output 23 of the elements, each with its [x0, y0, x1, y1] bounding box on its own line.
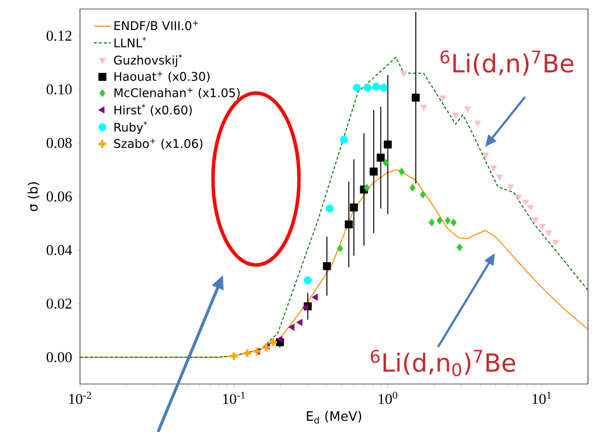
y-tick-label: 0.12: [46, 30, 72, 41]
y-tick-label: 0.00: [46, 352, 72, 362]
annotation: $^{6}$Li(d,n$_{0}$)$^{7}$Be: [370, 350, 516, 376]
x-axis-title: E$_{d}$ (MeV): [306, 410, 362, 424]
legend-label: LLNL$^{*}$: [114, 36, 146, 48]
y-tick-label: 0.04: [46, 244, 72, 256]
legend-label: McClenahan$^{+}$ (x1.05): [114, 88, 240, 99]
legend-label: Guzhovskij$^{*}$: [114, 54, 182, 67]
x-tick-label: 10$^{-1}$: [223, 392, 245, 404]
x-tick-label: 10$^{0}$: [378, 392, 398, 404]
y-tick-label: 0.10: [46, 84, 72, 94]
legend-label: Ruby$^{*}$: [114, 121, 148, 134]
y-tick-label: 0.08: [46, 138, 72, 148]
x-tick-label: 10$^{-2}$: [69, 392, 91, 404]
y-axis-title: σ (b): [28, 182, 40, 212]
legend-label: Szabo$^{+}$ (x1.06): [114, 138, 202, 150]
y-tick-label: 0.06: [46, 191, 72, 202]
y-tick-label: 0.02: [46, 298, 72, 309]
legend-label: Haouat$^{+}$ (x0.30): [114, 71, 210, 82]
x-tick-label: 10$^{1}$: [532, 392, 551, 404]
legend-label: Hirst$^{*}$ (x0.60): [114, 104, 192, 116]
annotation: $^{6}$Li(d,n)$^{7}$Be: [440, 50, 574, 76]
legend-label: ENDF/B VIII.0$^{+}$: [114, 20, 198, 32]
